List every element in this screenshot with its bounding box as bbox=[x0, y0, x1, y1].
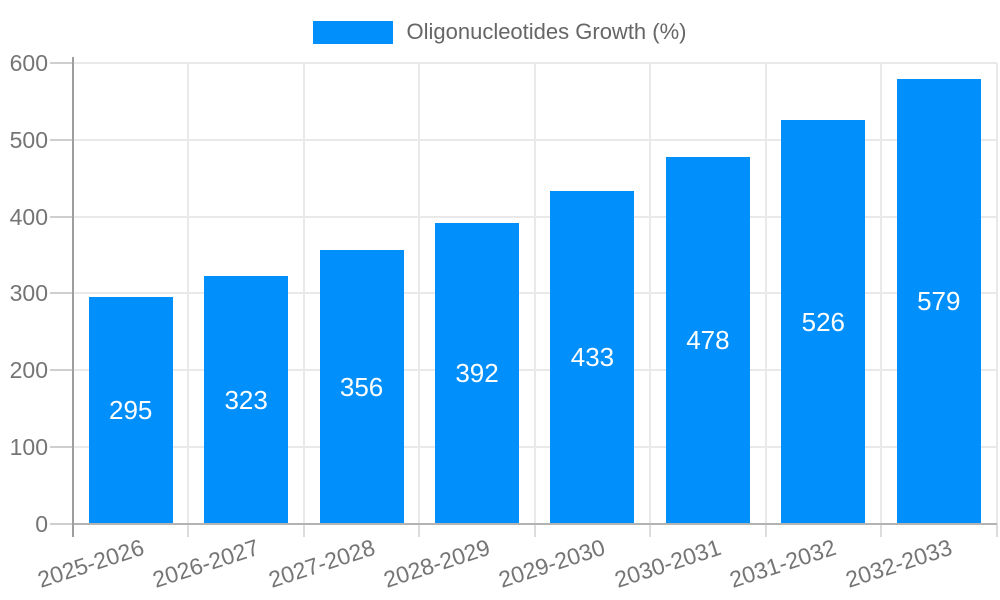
bar-value-label: 579 bbox=[917, 286, 961, 317]
bar-2028-2029[interactable] bbox=[435, 222, 520, 524]
gridline-vertical bbox=[649, 63, 652, 524]
y-axis-label: 500 bbox=[9, 126, 48, 153]
y-axis-tick bbox=[50, 292, 73, 295]
bar-2030-2031[interactable] bbox=[665, 156, 750, 524]
y-axis-label: 600 bbox=[9, 50, 48, 76]
bar-value-label: 323 bbox=[224, 384, 268, 415]
y-axis-label: 200 bbox=[9, 357, 48, 383]
y-axis-tick bbox=[50, 138, 73, 141]
x-axis-label: 2030-2031 bbox=[611, 534, 724, 593]
gridline-vertical bbox=[764, 63, 767, 524]
x-axis-tick bbox=[649, 523, 652, 537]
x-axis-label: 2027-2028 bbox=[264, 534, 378, 593]
gridline-vertical bbox=[302, 63, 305, 524]
y-axis-label: 300 bbox=[9, 280, 48, 307]
x-axis-tick bbox=[302, 523, 305, 537]
bar-2029-2030[interactable] bbox=[550, 191, 635, 524]
x-axis-tick bbox=[880, 523, 883, 537]
bar-value-label: 392 bbox=[455, 358, 499, 389]
bar-value-label: 526 bbox=[801, 306, 846, 337]
x-axis-label: 2028-2029 bbox=[380, 534, 494, 593]
x-axis-label: 2032-2033 bbox=[842, 534, 955, 593]
bar-value-label: 295 bbox=[109, 395, 153, 426]
bar-2025-2026[interactable] bbox=[88, 297, 173, 524]
chart-legend[interactable]: Oligonucleotides Growth (%) bbox=[0, 19, 1000, 45]
gridline-vertical bbox=[533, 63, 536, 524]
x-axis-tick bbox=[533, 523, 536, 537]
x-axis-tick bbox=[418, 523, 421, 537]
x-axis-label: 2029-2030 bbox=[495, 534, 609, 593]
y-axis-line bbox=[72, 57, 74, 537]
x-axis-line bbox=[72, 522, 997, 525]
y-axis-tick bbox=[50, 445, 73, 448]
bar-2027-2028[interactable] bbox=[319, 250, 404, 524]
bar-2026-2027[interactable] bbox=[204, 275, 289, 524]
x-axis-label: 2026-2027 bbox=[149, 534, 263, 593]
gridline-vertical bbox=[418, 63, 421, 524]
legend-marker-icon bbox=[313, 20, 394, 44]
x-axis-tick bbox=[187, 523, 190, 537]
bar-value-label: 478 bbox=[686, 325, 730, 356]
bar-value-label: 356 bbox=[339, 371, 384, 402]
legend-label: Oligonucleotides Growth (%) bbox=[406, 19, 687, 44]
gridline-vertical bbox=[880, 63, 883, 524]
y-axis-tick bbox=[50, 215, 73, 218]
x-axis-tick bbox=[995, 523, 998, 537]
bar-2031-2032[interactable] bbox=[781, 119, 866, 524]
x-axis-label: 2031-2032 bbox=[726, 534, 840, 593]
x-axis-tick bbox=[764, 523, 767, 537]
y-axis-label: 400 bbox=[9, 203, 48, 230]
x-axis-label: 2025-2026 bbox=[34, 534, 147, 593]
y-axis-tick bbox=[50, 522, 73, 525]
y-axis-label: 100 bbox=[9, 433, 48, 460]
y-axis-label: 0 bbox=[35, 510, 48, 537]
gridline-vertical bbox=[995, 63, 998, 524]
bar-2032-2033[interactable] bbox=[896, 79, 981, 524]
bar-value-label: 433 bbox=[570, 342, 615, 373]
gridline-vertical bbox=[187, 63, 190, 524]
y-axis-tick bbox=[50, 369, 73, 371]
y-axis-tick bbox=[50, 62, 73, 64]
